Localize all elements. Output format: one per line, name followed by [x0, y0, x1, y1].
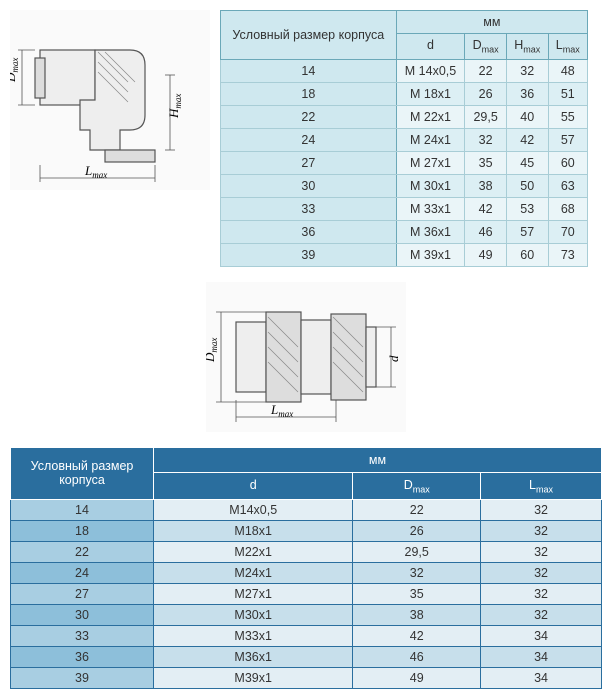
table-row: 18М18х12632 — [11, 521, 602, 542]
svg-text:d: d — [386, 355, 401, 362]
table-row: 33М33х14234 — [11, 626, 602, 647]
angled-connector-drawing: Dmax Hmax Lmax — [10, 10, 210, 190]
svg-text:Lmax: Lmax — [270, 402, 293, 419]
table-row: 30М30х13832 — [11, 605, 602, 626]
table-row: 14М 14х0,5223248 — [221, 59, 588, 82]
dimensions-table-straight: Условный размер корпуса мм d Dmax Lmax 1… — [10, 447, 602, 690]
table-row: 18М 18х1263651 — [221, 82, 588, 105]
col-mm: мм — [154, 447, 602, 472]
table-row: 22М 22х129,54055 — [221, 105, 588, 128]
col-body-size: Условный размер корпуса — [11, 447, 154, 500]
table-row: 36М 36х1465770 — [221, 220, 588, 243]
svg-text:Dmax: Dmax — [10, 58, 20, 83]
svg-text:Dmax: Dmax — [206, 337, 219, 362]
table-row: 24М 24х1324257 — [221, 128, 588, 151]
svg-text:Hmax: Hmax — [166, 94, 183, 119]
table-row: 33М 33х1425368 — [221, 197, 588, 220]
table-row: 39М39х14934 — [11, 668, 602, 689]
table-row: 27М 27х1354560 — [221, 151, 588, 174]
table-row: 22М22х129,532 — [11, 542, 602, 563]
dimensions-table-angled: Условный размер корпуса мм d Dmax Hmax L… — [220, 10, 588, 267]
table-row: 27М27х13532 — [11, 584, 602, 605]
col-body-size: Условный размер корпуса — [221, 11, 397, 60]
straight-connector-drawing: Dmax d Lmax — [206, 282, 406, 432]
col-mm: мм — [396, 11, 587, 34]
table-row: 36М36х14634 — [11, 647, 602, 668]
table-row: 39М 39х1496073 — [221, 243, 588, 266]
table-row: 30М 30х1385063 — [221, 174, 588, 197]
svg-text:Lmax: Lmax — [84, 163, 107, 180]
table-row: 24М24х13232 — [11, 563, 602, 584]
table-row: 14М14х0,52232 — [11, 500, 602, 521]
